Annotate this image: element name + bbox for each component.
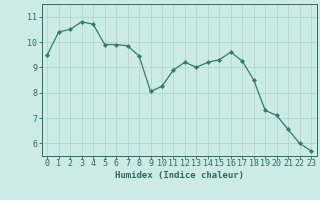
X-axis label: Humidex (Indice chaleur): Humidex (Indice chaleur) [115, 171, 244, 180]
